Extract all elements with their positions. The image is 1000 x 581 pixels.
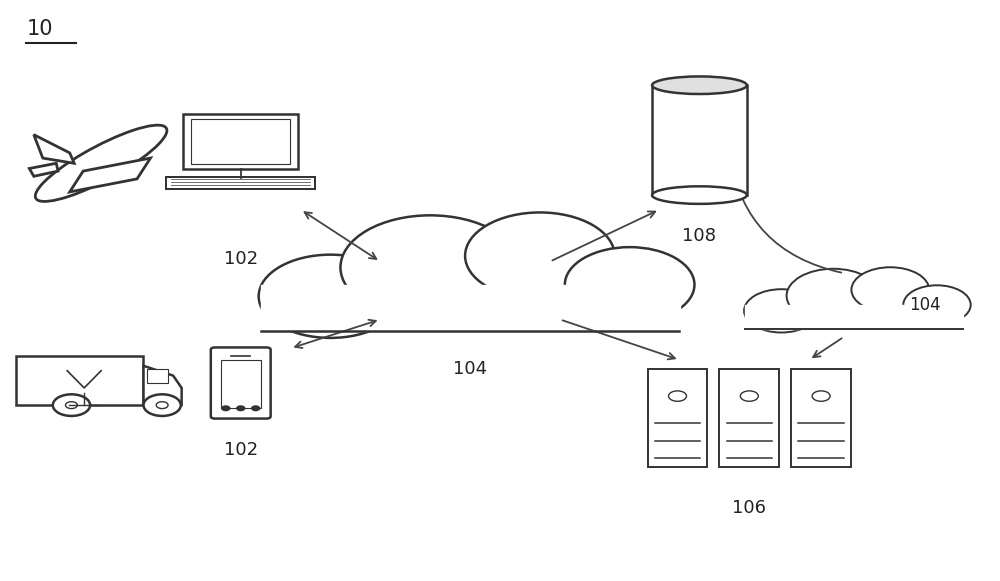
Bar [745, 305, 963, 329]
Bar [261, 285, 680, 331]
Bar [16, 356, 143, 405]
Circle shape [812, 391, 830, 401]
Text: 106: 106 [732, 498, 766, 517]
Circle shape [156, 401, 168, 408]
Bar [191, 119, 290, 164]
Text: 108: 108 [682, 227, 716, 245]
Circle shape [259, 254, 402, 338]
Circle shape [66, 401, 77, 408]
Circle shape [669, 391, 686, 401]
Circle shape [143, 394, 181, 416]
Circle shape [565, 247, 694, 322]
Ellipse shape [35, 125, 167, 202]
FancyBboxPatch shape [791, 368, 851, 467]
Polygon shape [34, 135, 74, 163]
FancyBboxPatch shape [719, 368, 779, 467]
Polygon shape [143, 366, 182, 405]
Text: 104: 104 [453, 360, 487, 378]
Ellipse shape [652, 187, 747, 204]
Circle shape [465, 213, 615, 299]
Text: 10: 10 [26, 19, 53, 39]
FancyBboxPatch shape [648, 368, 707, 467]
Bar [221, 360, 261, 408]
Bar [183, 114, 298, 169]
Bar [166, 177, 315, 189]
Bar [652, 85, 747, 195]
Polygon shape [29, 163, 58, 176]
FancyBboxPatch shape [211, 347, 271, 418]
Circle shape [744, 289, 819, 332]
Circle shape [53, 394, 90, 416]
Circle shape [222, 406, 230, 411]
Circle shape [740, 391, 758, 401]
Circle shape [787, 269, 880, 323]
Polygon shape [70, 158, 150, 192]
Text: 102: 102 [224, 441, 258, 459]
Circle shape [252, 406, 260, 411]
Circle shape [851, 267, 929, 313]
Circle shape [340, 216, 520, 320]
Circle shape [903, 285, 971, 324]
Circle shape [237, 406, 245, 411]
Text: 104: 104 [909, 296, 940, 314]
Bar [147, 370, 168, 383]
Text: 102: 102 [224, 250, 258, 268]
Ellipse shape [652, 77, 747, 94]
